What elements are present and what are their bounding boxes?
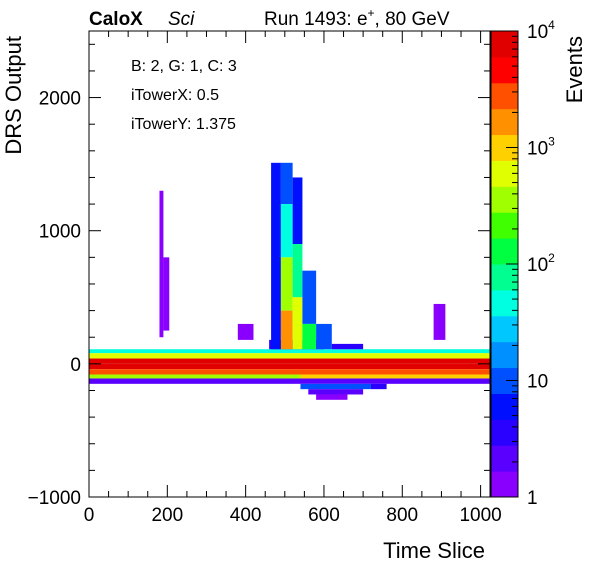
- z-tick-base: 1: [527, 488, 538, 509]
- heatmap-cell: [89, 353, 490, 359]
- z-axis-label: Events: [562, 36, 587, 103]
- x-tick-label: 200: [151, 505, 183, 526]
- heatmap-cell: [89, 378, 490, 384]
- heatmap-cell: [292, 244, 303, 298]
- y-tick-label: 0: [70, 355, 81, 376]
- z-tick-base: 10: [527, 372, 548, 393]
- heatmap-cell: [237, 323, 254, 340]
- y-tick-label: −1000: [28, 488, 81, 509]
- heatmap-cell: [280, 162, 293, 205]
- heatmap-cell: [331, 343, 364, 350]
- color-scale-band: [491, 82, 518, 110]
- info-line-tower-x: iTowerX: 0.5: [131, 87, 219, 104]
- heatmap-cell: [370, 383, 387, 390]
- z-tick-exponent: 3: [548, 135, 555, 149]
- heatmap-cell: [302, 323, 317, 350]
- x-tick-label: 400: [230, 505, 262, 526]
- y-axis-label: DRS Output: [1, 36, 26, 155]
- heatmap-cell: [292, 177, 303, 245]
- z-tick-label: 10: [527, 372, 548, 393]
- z-tick-base: 10: [527, 139, 548, 160]
- z-tick-label: 104: [527, 18, 555, 43]
- heatmap-cell: [316, 394, 348, 400]
- header-brand: CaloX: [89, 9, 143, 30]
- z-tick-exponent: 2: [548, 251, 555, 265]
- color-scale-band: [491, 212, 518, 239]
- color-scale-band: [491, 445, 518, 472]
- heatmap-cell: [89, 369, 490, 375]
- heatmap-cell: [89, 349, 490, 354]
- z-tick-base: 10: [527, 255, 548, 276]
- run-title-superscript: +: [368, 6, 375, 20]
- heatmap-cell: [89, 363, 490, 370]
- y-tick-label: 2000: [39, 89, 81, 110]
- color-scale-band: [491, 471, 518, 498]
- heatmap-cell: [300, 374, 490, 379]
- info-line-channel: B: 2, G: 1, C: 3: [131, 58, 237, 75]
- x-axis-label: Time Slice: [383, 538, 485, 563]
- run-title-prefix: Run 1493: e: [264, 9, 368, 30]
- heatmap-cell: [280, 204, 293, 258]
- color-scale-band: [491, 238, 518, 265]
- z-tick-exponent: 4: [548, 18, 555, 32]
- heatmap-cell: [280, 257, 293, 311]
- color-scale-band: [491, 341, 518, 369]
- run-title-suffix: , 80 GeV: [375, 9, 450, 30]
- color-scale-band: [491, 108, 518, 136]
- heatmap-cell: [316, 323, 332, 350]
- z-tick-label: 1: [527, 488, 538, 509]
- heatmap-cell: [159, 190, 164, 338]
- heatmap-cell: [300, 383, 371, 390]
- color-scale-band: [491, 289, 518, 317]
- heatmap-cell: [163, 257, 170, 331]
- heatmap-cell: [271, 162, 281, 350]
- heatmap-cell: [89, 374, 301, 379]
- y-tick-label: 1000: [39, 222, 81, 243]
- z-tick-label: 103: [527, 135, 555, 160]
- z-tick-label: 102: [527, 251, 555, 276]
- x-tick-label: 0: [84, 505, 95, 526]
- heatmap-cell: [433, 303, 446, 340]
- color-scale-band: [491, 315, 518, 343]
- heatmap-cell: [89, 358, 490, 364]
- x-tick-label: 600: [308, 505, 340, 526]
- heatmap-cell: [302, 270, 317, 324]
- heatmap-cell: [292, 297, 303, 350]
- color-scale-band: [491, 56, 518, 84]
- z-tick-base: 10: [527, 22, 548, 43]
- x-tick-label: 800: [386, 505, 418, 526]
- color-scale-band: [491, 31, 518, 58]
- info-line-tower-y: iTowerY: 1.375: [131, 116, 236, 133]
- heatmap-cell: [308, 389, 364, 395]
- header-brand-sub: Sci: [168, 9, 195, 30]
- plot-frame: [88, 30, 491, 498]
- heatmap-cell: [280, 310, 293, 350]
- color-scale-band: [491, 264, 518, 291]
- header-run-title: Run 1493: e+, 80 GeV: [264, 6, 450, 30]
- heatmap-cells: [89, 162, 490, 400]
- x-tick-label: 1000: [459, 505, 501, 526]
